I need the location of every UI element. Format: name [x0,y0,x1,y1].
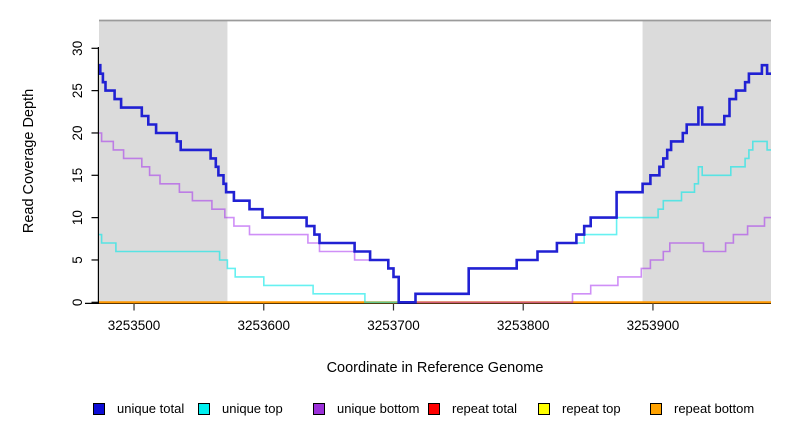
y-tick-label: 30 [70,41,85,56]
series-unique-total [99,63,771,304]
chart-legend: unique total unique top unique bottom repea… [0,0,792,416]
x-tick-label: 3253500 [108,318,161,333]
legend-swatch-icon [428,403,440,415]
legend-swatch-icon [313,403,325,415]
legend-label: unique bottom [337,401,420,416]
plot-area: 3253500 3253600 3253700 3253800 3253900 0 5 10 1… [70,19,771,333]
y-axis-title: Read Coverage Depth [21,89,37,233]
y-tick-label: 0 [70,299,85,307]
x-axis-title: Coordinate in Reference Genome [327,360,544,376]
legend-label: repeat top [562,401,621,416]
y-tick-label: 25 [70,83,85,98]
legend-label: unique total [117,401,185,416]
legend-label: repeat bottom [674,401,755,416]
legend-label: repeat total [452,401,518,416]
y-tick-label: 10 [70,210,85,225]
x-tick-label: 3253600 [237,318,290,333]
legend-label: unique top [222,401,283,416]
legend-swatch-icon [198,403,210,415]
y-tick-label: 20 [70,125,85,140]
legend-swatch-icon [93,403,105,415]
y-tick-label: 5 [70,256,85,264]
legend-swatch-icon [538,403,550,415]
x-tick-label: 3253700 [367,318,420,333]
legend-swatch-icon [650,403,662,415]
x-tick-label: 3253900 [627,318,680,333]
shaded-region [99,20,228,304]
y-tick-label: 15 [70,168,85,183]
x-tick-label: 3253800 [497,318,550,333]
